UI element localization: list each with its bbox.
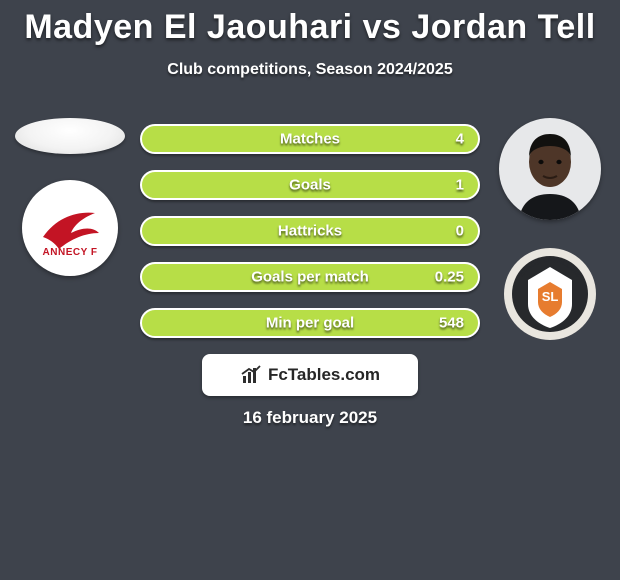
stat-label: Hattricks bbox=[278, 223, 342, 240]
subtitle: Club competitions, Season 2024/2025 bbox=[0, 61, 620, 79]
stat-value: 4 bbox=[456, 131, 464, 148]
stat-row: Hattricks 0 bbox=[140, 216, 480, 246]
stats-list: Matches 4 Goals 1 Hattricks 0 Goals per match 0… bbox=[140, 124, 480, 354]
brand-chart-icon bbox=[240, 364, 262, 386]
stat-value: 0 bbox=[456, 223, 464, 240]
comparison-card: Madyen El Jaouhari vs Jordan Tell Club c… bbox=[0, 0, 620, 580]
club-badge-lavallois: SL STADE LAVALLOIS bbox=[502, 246, 598, 342]
player-avatar bbox=[499, 118, 601, 220]
stat-label: Goals per match bbox=[251, 269, 369, 286]
page-title: Madyen El Jaouhari vs Jordan Tell bbox=[0, 8, 620, 47]
stat-value: 1 bbox=[456, 177, 464, 194]
brand-text: FcTables.com bbox=[268, 365, 380, 385]
stat-label: Goals bbox=[289, 177, 331, 194]
player-avatar-placeholder bbox=[15, 118, 125, 154]
stat-value: 0.25 bbox=[435, 269, 464, 286]
stat-row: Goals 1 bbox=[140, 170, 480, 200]
avatar-icon bbox=[499, 118, 601, 220]
stat-row: Matches 4 bbox=[140, 124, 480, 154]
stat-label: Matches bbox=[280, 131, 340, 148]
stat-row: Goals per match 0.25 bbox=[140, 262, 480, 292]
left-player-column: ANNECY F bbox=[10, 118, 130, 276]
right-player-column: SL STADE LAVALLOIS bbox=[490, 118, 610, 342]
club-badge-annecy: ANNECY F bbox=[22, 180, 118, 276]
club-name-left: ANNECY F bbox=[22, 247, 118, 258]
stat-value: 548 bbox=[439, 315, 464, 332]
stat-row: Min per goal 548 bbox=[140, 308, 480, 338]
stat-label: Min per goal bbox=[266, 315, 354, 332]
svg-text:SL: SL bbox=[542, 289, 559, 304]
brand-pill: FcTables.com bbox=[202, 354, 418, 396]
date-label: 16 february 2025 bbox=[0, 408, 620, 428]
